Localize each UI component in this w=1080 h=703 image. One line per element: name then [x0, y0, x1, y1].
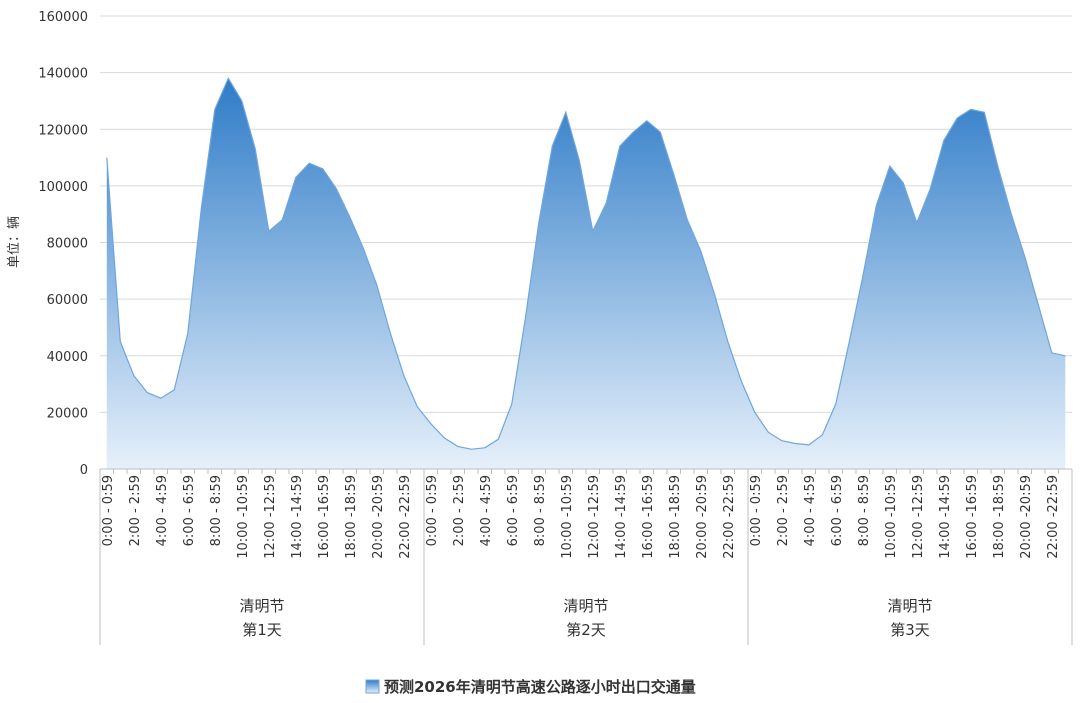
y-tick-label: 40000: [47, 350, 88, 365]
y-tick-label: 160000: [38, 10, 88, 25]
y-axis-label: 单位：辆: [7, 216, 22, 268]
x-tick-label: 14:00 -14:59: [290, 475, 305, 559]
x-tick-label: 18:00 -18:59: [668, 475, 683, 559]
y-tick-label: 100000: [38, 180, 88, 195]
x-tick-label: 14:00 -14:59: [938, 475, 953, 559]
x-tick-label: 18:00 -18:59: [344, 475, 359, 559]
y-tick-label: 20000: [47, 406, 88, 421]
y-tick-label: 120000: [38, 123, 88, 138]
x-tick-label: 8:00 - 8:59: [533, 475, 548, 546]
x-tick-label: 12:00 -12:59: [587, 475, 602, 559]
x-tick-label: 12:00 -12:59: [911, 475, 926, 559]
legend-swatch: [365, 679, 380, 694]
x-tick-label: 2:00 - 2:59: [776, 475, 791, 546]
x-tick-label: 0:00 - 0:59: [749, 475, 764, 546]
x-tick-label: 8:00 - 8:59: [209, 475, 224, 546]
x-tick-label: 2:00 - 2:59: [452, 475, 467, 546]
x-tick-label: 20:00 -20:59: [695, 475, 710, 559]
x-tick-label: 14:00 -14:59: [614, 475, 629, 559]
x-tick-label: 4:00 - 4:59: [803, 475, 818, 546]
area-line: [106, 76, 1066, 450]
x-tick-label: 12:00 -12:59: [263, 475, 278, 559]
y-tick-label: 80000: [47, 237, 88, 252]
x-tick-label: 10:00 -10:59: [884, 475, 899, 559]
y-tick-label: 140000: [38, 67, 88, 82]
group-label: 第3天: [890, 621, 930, 639]
group-label: 第1天: [242, 621, 282, 639]
x-tick-label: 20:00 -20:59: [1019, 475, 1034, 559]
group-label: 清明节: [239, 597, 284, 615]
x-tick-label: 6:00 - 6:59: [830, 475, 845, 546]
group-label: 清明节: [563, 597, 608, 615]
x-tick-label: 10:00 -10:59: [236, 475, 251, 559]
x-tick-label: 0:00 - 0:59: [425, 475, 440, 546]
y-tick-label: 60000: [47, 293, 88, 308]
x-tick-label: 2:00 - 2:59: [128, 475, 143, 546]
group-label: 第2天: [566, 621, 606, 639]
x-tick-label: 4:00 - 4:59: [155, 475, 170, 546]
x-tick-label: 6:00 - 6:59: [182, 475, 197, 546]
x-tick-label: 6:00 - 6:59: [506, 475, 521, 546]
x-tick-label: 0:00 - 0:59: [101, 475, 116, 546]
x-tick-label: 22:00 -22:59: [1046, 475, 1061, 559]
x-tick-label: 16:00 -16:59: [317, 475, 332, 559]
x-tick-label: 16:00 -16:59: [641, 475, 656, 559]
y-tick-label: 0: [80, 463, 88, 478]
group-label: 清明节: [887, 597, 932, 615]
x-tick-label: 18:00 -18:59: [992, 475, 1007, 559]
x-tick-label: 20:00 -20:59: [371, 475, 386, 559]
x-tick-label: 4:00 - 4:59: [479, 475, 494, 546]
x-tick-label: 22:00 -22:59: [398, 475, 413, 559]
area: [106, 78, 1066, 470]
x-tick-label: 10:00 -10:59: [560, 475, 575, 559]
x-tick-label: 22:00 -22:59: [722, 475, 737, 559]
x-tick-label: 8:00 - 8:59: [857, 475, 872, 546]
x-tick-label: 16:00 -16:59: [965, 475, 980, 559]
legend-label: 预测2026年清明节高速公路逐小时出口交通量: [384, 678, 696, 696]
